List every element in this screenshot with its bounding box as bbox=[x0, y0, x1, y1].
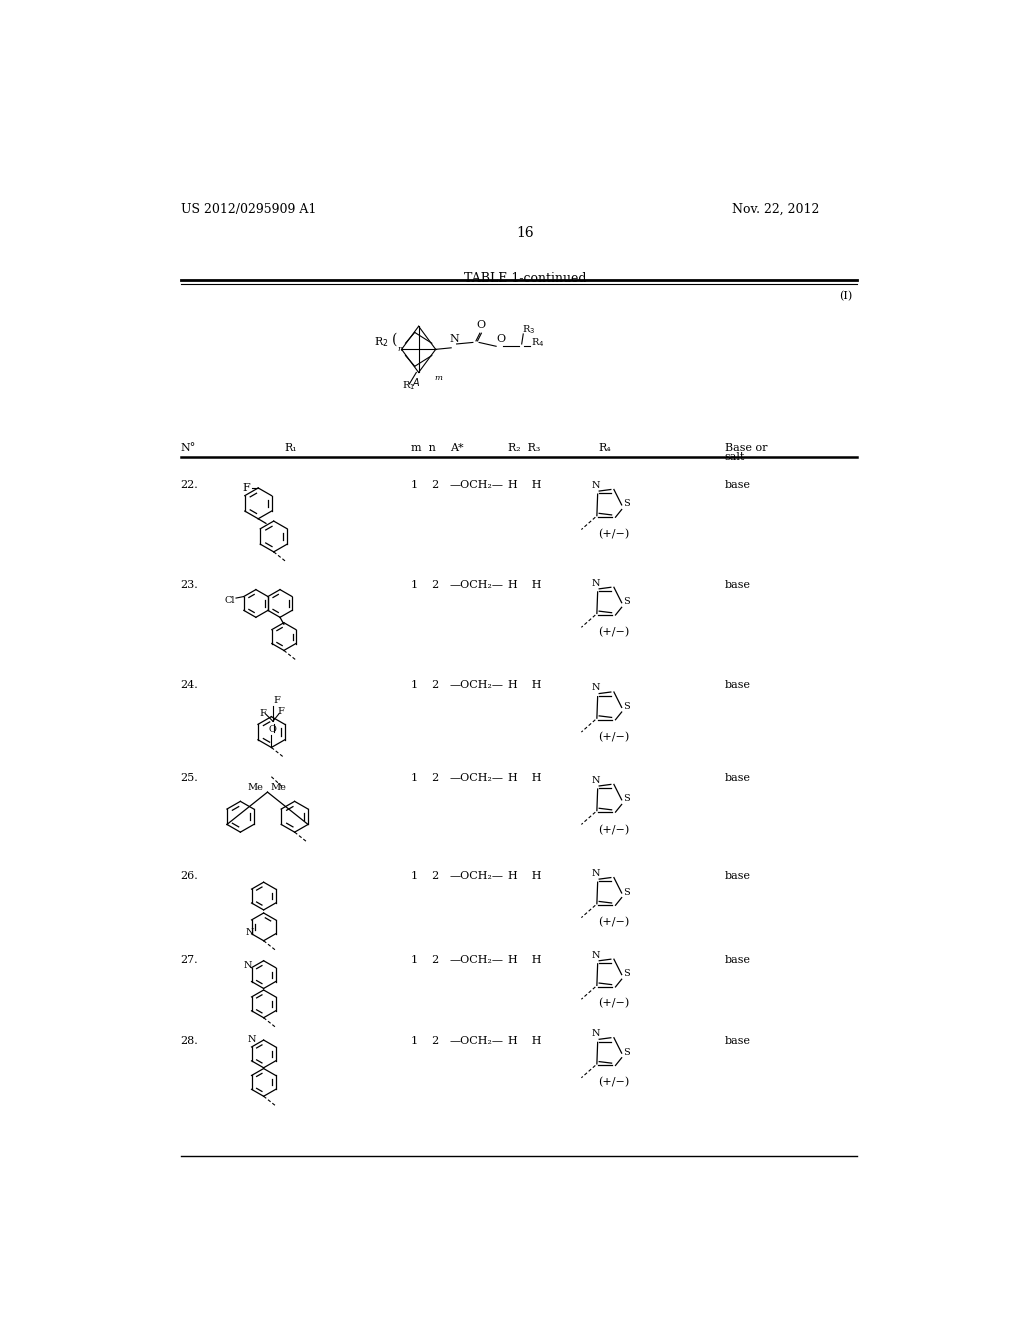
Text: base: base bbox=[725, 871, 751, 880]
Text: S: S bbox=[624, 969, 630, 978]
Text: $A$: $A$ bbox=[413, 376, 421, 388]
Text: S: S bbox=[624, 795, 630, 804]
Text: N: N bbox=[248, 1035, 256, 1044]
Text: —OCH₂—: —OCH₂— bbox=[450, 956, 504, 965]
Text: (+/−): (+/−) bbox=[598, 998, 630, 1008]
Text: R$_3$: R$_3$ bbox=[521, 323, 535, 337]
Text: base: base bbox=[725, 956, 751, 965]
Text: R$_2$: R$_2$ bbox=[374, 335, 388, 350]
Text: (+/−): (+/−) bbox=[598, 529, 630, 539]
Text: base: base bbox=[725, 480, 751, 490]
Text: H    H: H H bbox=[508, 1036, 542, 1047]
Text: R$_1$: R$_1$ bbox=[401, 379, 415, 392]
Text: —OCH₂—: —OCH₂— bbox=[450, 871, 504, 880]
Text: base: base bbox=[725, 581, 751, 590]
Text: 28.: 28. bbox=[180, 1036, 199, 1047]
Text: base: base bbox=[725, 681, 751, 690]
Text: (+/−): (+/−) bbox=[598, 627, 630, 636]
Text: Me: Me bbox=[248, 783, 263, 792]
Text: S: S bbox=[624, 597, 630, 606]
Text: S: S bbox=[624, 1048, 630, 1057]
Text: 16: 16 bbox=[516, 226, 534, 240]
Text: —OCH₂—: —OCH₂— bbox=[450, 1036, 504, 1047]
Text: Me: Me bbox=[270, 783, 287, 792]
Text: O: O bbox=[268, 725, 276, 734]
Text: R₄: R₄ bbox=[598, 444, 611, 453]
Text: Nov. 22, 2012: Nov. 22, 2012 bbox=[732, 203, 820, 216]
Text: N: N bbox=[592, 578, 600, 587]
Text: 1    2: 1 2 bbox=[411, 581, 439, 590]
Text: H    H: H H bbox=[508, 681, 542, 690]
Text: —OCH₂—: —OCH₂— bbox=[450, 774, 504, 783]
Text: base: base bbox=[725, 774, 751, 783]
Text: S: S bbox=[624, 887, 630, 896]
Text: N: N bbox=[592, 776, 600, 785]
Text: F: F bbox=[273, 696, 281, 705]
Text: F: F bbox=[278, 706, 285, 715]
Text: —OCH₂—: —OCH₂— bbox=[450, 581, 504, 590]
Text: TABLE 1-continued: TABLE 1-continued bbox=[464, 272, 586, 285]
Text: 1    2: 1 2 bbox=[411, 774, 439, 783]
Text: m  n: m n bbox=[411, 444, 436, 453]
Text: 27.: 27. bbox=[180, 956, 199, 965]
Text: N: N bbox=[592, 869, 600, 878]
Text: N°: N° bbox=[180, 444, 196, 453]
Text: 23.: 23. bbox=[180, 581, 199, 590]
Text: O: O bbox=[476, 319, 485, 330]
Text: base: base bbox=[725, 1036, 751, 1047]
Text: H    H: H H bbox=[508, 774, 542, 783]
Text: 22.: 22. bbox=[180, 480, 199, 490]
Text: H    H: H H bbox=[508, 581, 542, 590]
Text: —OCH₂—: —OCH₂— bbox=[450, 480, 504, 490]
Text: salt: salt bbox=[725, 451, 745, 462]
Text: 1    2: 1 2 bbox=[411, 681, 439, 690]
Text: A*: A* bbox=[450, 444, 463, 453]
Text: 1    2: 1 2 bbox=[411, 956, 439, 965]
Text: N: N bbox=[450, 334, 460, 343]
Text: m: m bbox=[434, 374, 442, 383]
Text: (+/−): (+/−) bbox=[598, 733, 630, 742]
Text: N: N bbox=[246, 928, 254, 937]
Text: (+/−): (+/−) bbox=[598, 1077, 630, 1088]
Text: N: N bbox=[244, 961, 252, 970]
Text: (: ( bbox=[391, 333, 397, 346]
Text: 24.: 24. bbox=[180, 681, 199, 690]
Text: (I): (I) bbox=[840, 290, 853, 301]
Text: R₁: R₁ bbox=[285, 444, 297, 453]
Text: O: O bbox=[496, 334, 505, 343]
Text: S: S bbox=[624, 702, 630, 711]
Text: R₂  R₃: R₂ R₃ bbox=[508, 444, 540, 453]
Text: US 2012/0295909 A1: US 2012/0295909 A1 bbox=[180, 203, 316, 216]
Text: S: S bbox=[624, 499, 630, 508]
Text: H    H: H H bbox=[508, 956, 542, 965]
Text: N: N bbox=[592, 480, 600, 490]
Text: N: N bbox=[592, 1030, 600, 1039]
Text: F: F bbox=[260, 709, 266, 718]
Text: H    H: H H bbox=[508, 480, 542, 490]
Text: n: n bbox=[397, 345, 402, 352]
Text: Base or: Base or bbox=[725, 444, 767, 453]
Text: —OCH₂—: —OCH₂— bbox=[450, 681, 504, 690]
Text: 1    2: 1 2 bbox=[411, 871, 439, 880]
Text: 1    2: 1 2 bbox=[411, 1036, 439, 1047]
Text: 1    2: 1 2 bbox=[411, 480, 439, 490]
Text: N: N bbox=[592, 950, 600, 960]
Text: N: N bbox=[592, 684, 600, 693]
Text: R$_4$: R$_4$ bbox=[531, 335, 545, 348]
Text: F: F bbox=[243, 483, 251, 494]
Text: 26.: 26. bbox=[180, 871, 199, 880]
Text: (+/−): (+/−) bbox=[598, 917, 630, 927]
Text: Cl: Cl bbox=[224, 595, 234, 605]
Text: 25.: 25. bbox=[180, 774, 199, 783]
Text: (+/−): (+/−) bbox=[598, 825, 630, 834]
Text: H    H: H H bbox=[508, 871, 542, 880]
